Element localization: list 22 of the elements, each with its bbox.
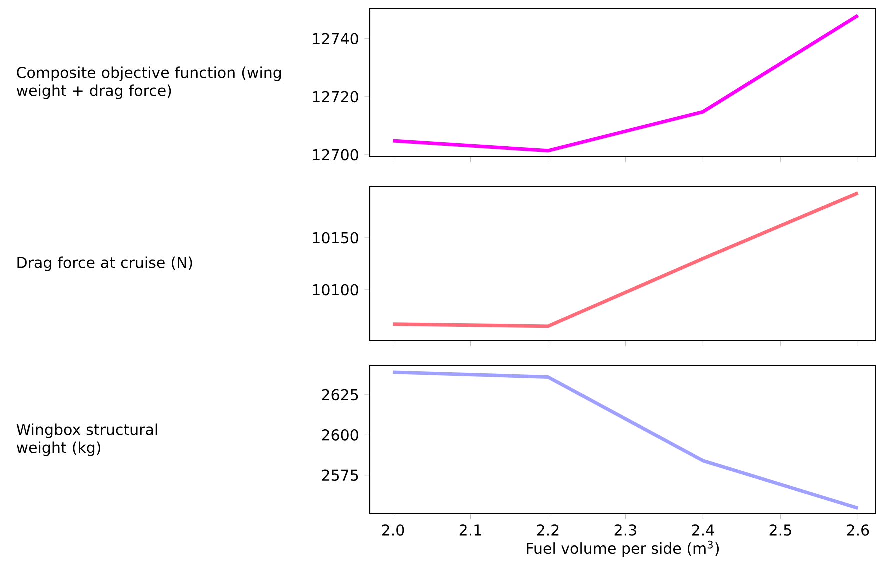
line-series: [392, 14, 860, 153]
x-tick-label: 2.2: [537, 524, 559, 536]
x-tick-label: 2.5: [770, 524, 792, 536]
line-series: [392, 370, 860, 510]
y-tick-label: 10150: [313, 232, 358, 244]
y-tick-label: 2625: [322, 389, 358, 401]
line-series: [392, 192, 860, 328]
x-axis-title: Fuel volume per side (m$^{3}$): [527, 540, 720, 558]
y-tick-label: 2575: [322, 470, 358, 482]
y-tick-label: 10100: [313, 284, 358, 296]
x-tick-label: 2.1: [460, 524, 482, 536]
x-tick-label: 2.3: [614, 524, 636, 536]
y-tick-label: 2600: [322, 430, 358, 441]
x-tick-label: 2.6: [847, 524, 870, 536]
x-tick-label: 2.4: [692, 524, 714, 536]
y-tick-label: 12700: [313, 149, 358, 161]
x-tick-label: 2.0: [382, 524, 404, 536]
y-axis-title: Composite objective function (wing weight + drag force): [16, 66, 282, 100]
y-axis-title: Drag force at cruise (N): [18, 256, 192, 272]
y-axis-title: Wingbox structural weight (kg): [16, 424, 158, 456]
y-tick-label: 12740: [313, 33, 358, 45]
y-tick-label: 12720: [313, 91, 358, 103]
